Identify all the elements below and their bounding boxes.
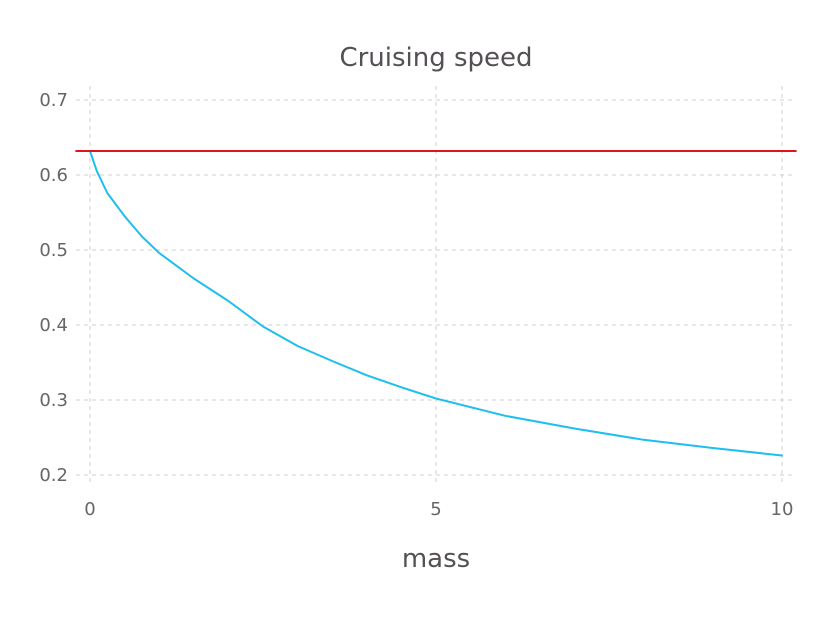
speed-curve-line [89, 150, 783, 457]
x-tick-label: 0 [84, 499, 95, 520]
y-tick-label: 0.4 [39, 315, 68, 336]
x-tick-label: 10 [771, 499, 794, 520]
x-tick-labels: 0 5 10 [84, 499, 793, 520]
y-tick-label: 0.3 [39, 390, 68, 411]
x-tick-label: 5 [430, 499, 441, 520]
y-grid-lines [76, 99, 796, 476]
y-tick-label: 0.5 [39, 240, 68, 261]
series-layer [75, 150, 797, 457]
y-tick-label: 0.7 [39, 90, 68, 111]
y-tick-labels: 0.2 0.3 0.4 0.5 0.6 0.7 [39, 90, 68, 486]
y-tick-label: 0.6 [39, 165, 68, 186]
y-tick-label: 0.2 [39, 465, 68, 486]
x-axis-label: mass [402, 544, 470, 574]
x-grid-lines [89, 86, 783, 486]
chart-title: Cruising speed [339, 43, 532, 73]
